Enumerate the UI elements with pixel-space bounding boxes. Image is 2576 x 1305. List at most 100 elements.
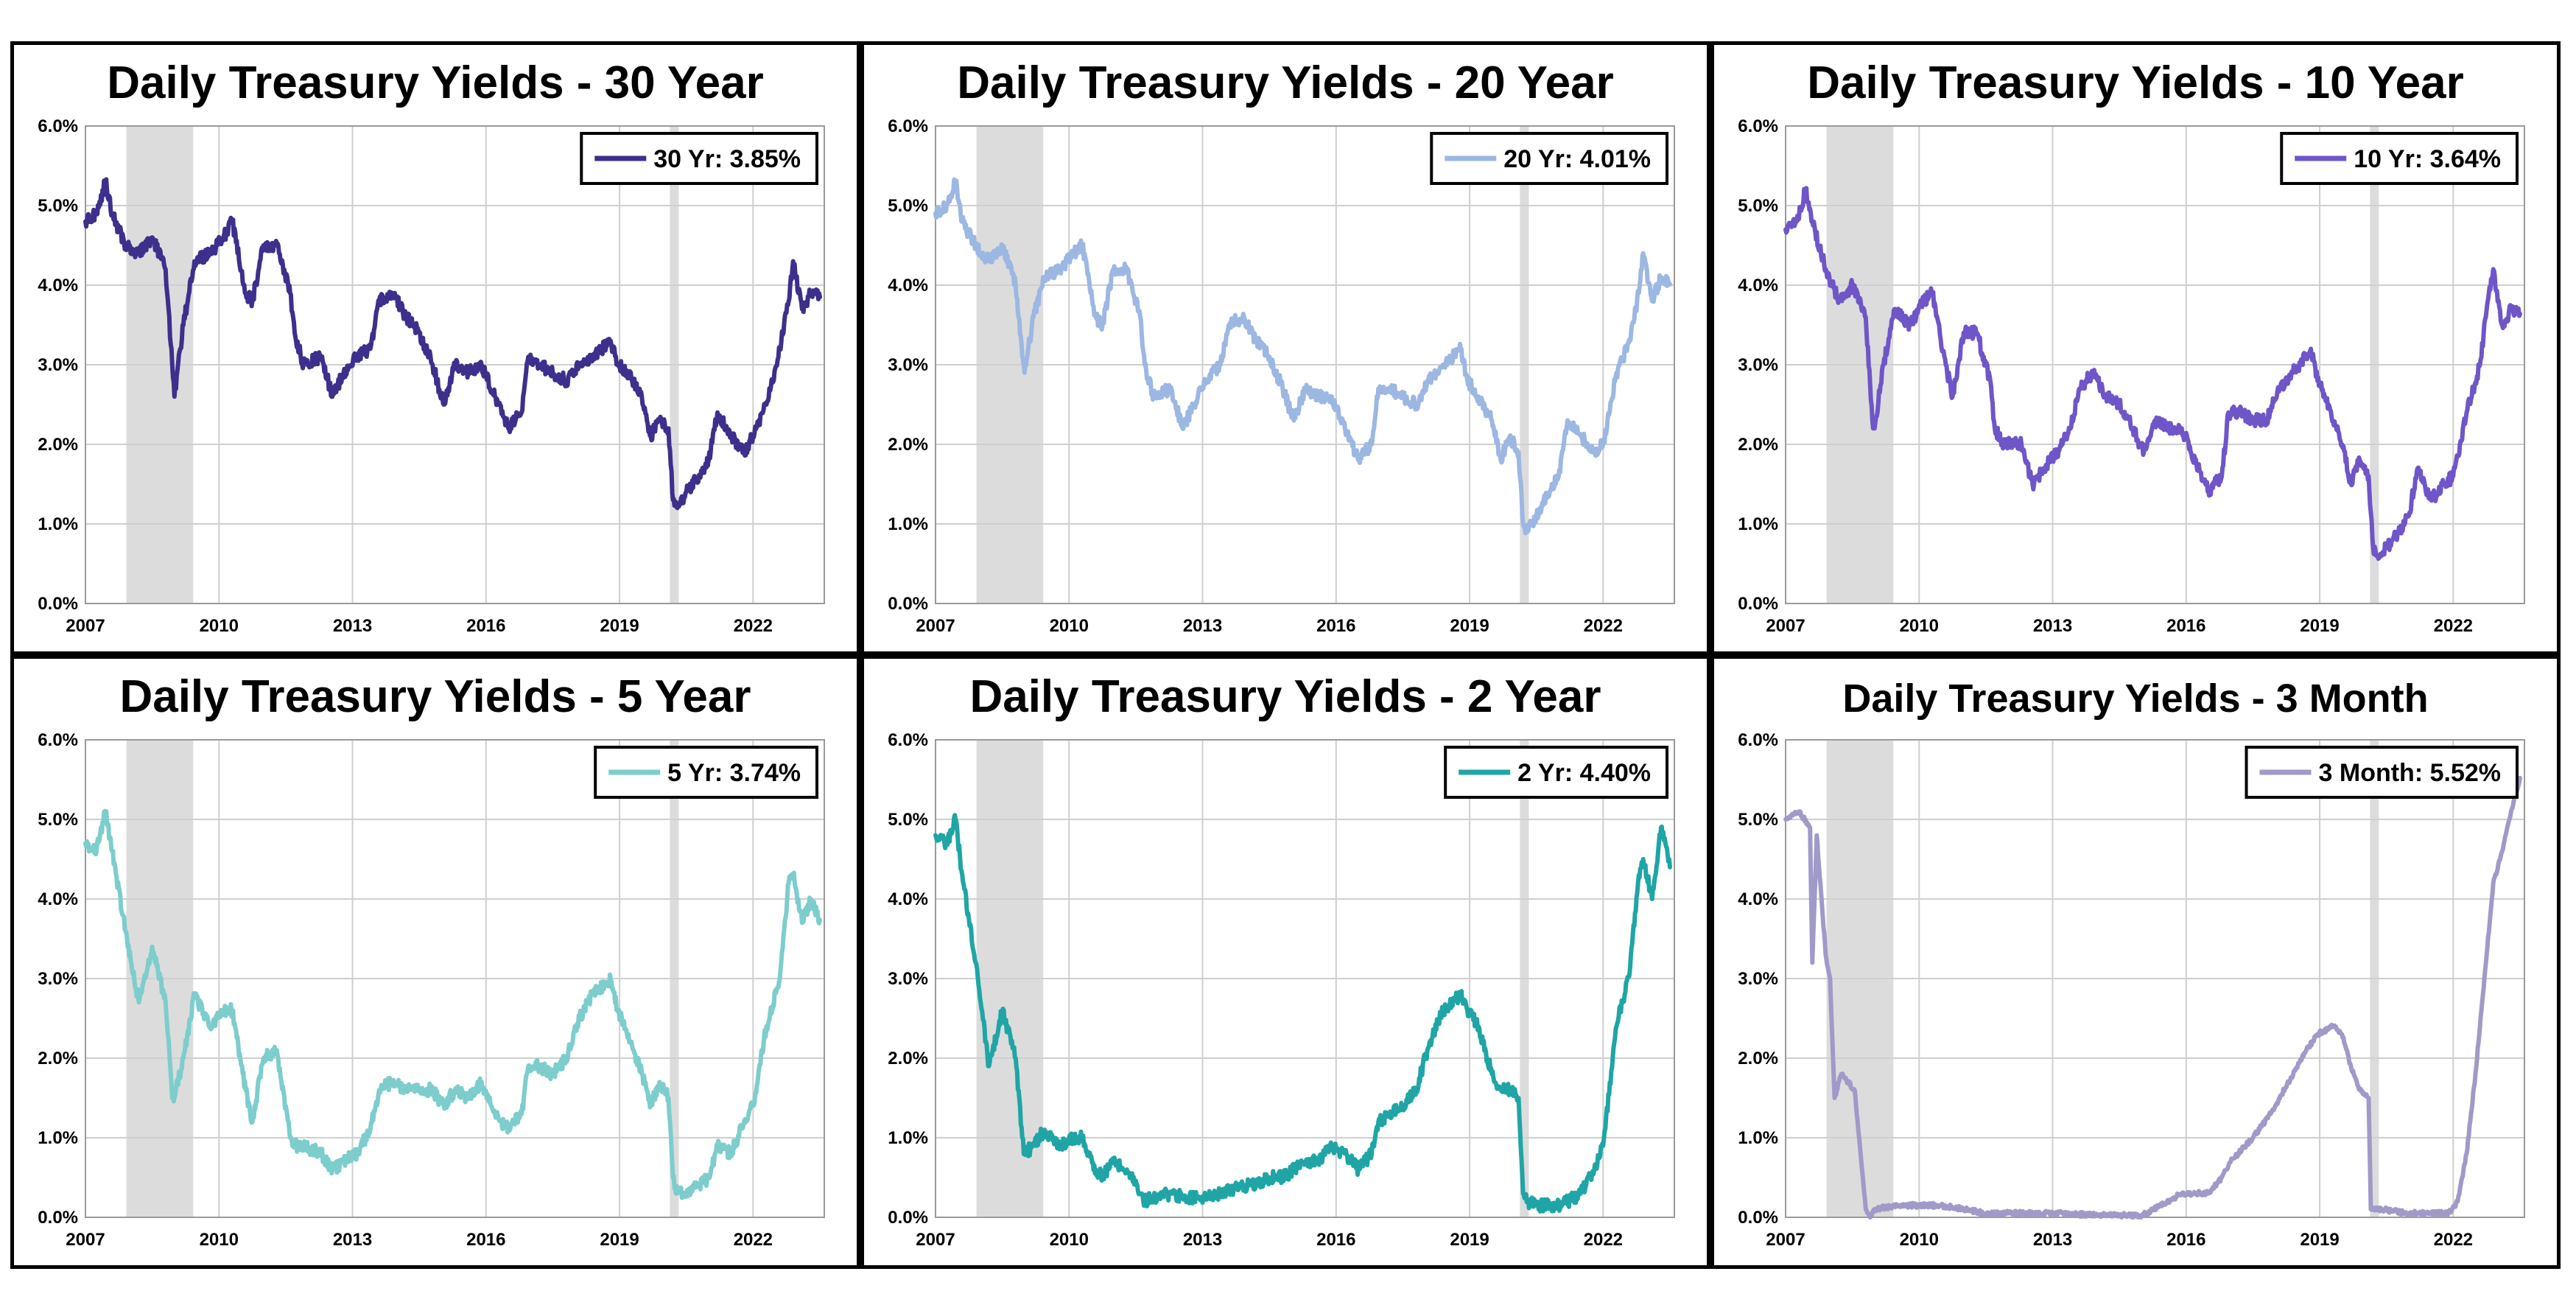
plot-area-frame [1785, 739, 2525, 1218]
y-tick-label: 4.0% [38, 889, 78, 909]
x-tick-label: 2022 [2434, 1230, 2473, 1250]
x-tick-label: 2019 [1450, 1230, 1489, 1250]
chart-title: Daily Treasury Yields - 30 Year [107, 57, 764, 108]
y-tick-label: 4.0% [1738, 276, 1778, 295]
y-tick-label: 3.0% [888, 969, 928, 989]
y-tick-label: 2.0% [38, 435, 78, 455]
plot-area-frame [1785, 125, 2525, 604]
y-tick-label: 0.0% [888, 594, 928, 614]
chart-title: Daily Treasury Yields - 10 Year [1807, 57, 2464, 108]
y-tick-label: 1.0% [1738, 514, 1778, 534]
y-tick-label: 6.0% [888, 116, 928, 136]
y-tick-label: 3.0% [888, 355, 928, 375]
legend: 5 Yr: 3.74% [594, 746, 818, 799]
legend: 30 Yr: 3.85% [580, 132, 818, 185]
y-tick-label: 6.0% [1738, 116, 1778, 136]
y-tick-label: 1.0% [888, 1128, 928, 1148]
x-tick-label: 2016 [1316, 1230, 1355, 1250]
x-tick-label: 2019 [600, 616, 639, 636]
x-tick-label: 2007 [916, 1230, 955, 1250]
chart-2-year: Daily Treasury Yields - 2 Year 0.0% 1.0% 2.… [888, 671, 1675, 1250]
plot-area-frame [85, 739, 825, 1218]
chart-panel-10-year: Daily Treasury Yields - 10 Year 0.0% 1.0% 2… [1710, 41, 2561, 655]
y-tick-label: 4.0% [888, 276, 928, 295]
x-tick-label: 2022 [1584, 616, 1623, 636]
y-tick-label: 5.0% [38, 196, 78, 216]
legend-label: 30 Yr: 3.85% [653, 145, 801, 173]
x-tick-label: 2010 [200, 1230, 239, 1250]
x-tick-label: 2010 [1050, 1230, 1089, 1250]
y-tick-label: 0.0% [888, 1208, 928, 1228]
chart-3-month: Daily Treasury Yields - 3 Month 0.0% 1.0% 2… [1738, 676, 2525, 1250]
series-line-20-yr [933, 177, 1672, 536]
x-tick-label: 2019 [2300, 1230, 2339, 1250]
y-tick-label: 2.0% [888, 435, 928, 455]
y-tick-label: 1.0% [888, 514, 928, 534]
y-tick-label: 4.0% [888, 889, 928, 909]
chart-30-year: Daily Treasury Yields - 30 Year 0.0% 1.0% 2… [38, 57, 825, 636]
legend: 3 Month: 5.52% [2245, 746, 2519, 799]
plot-area-frame [85, 125, 825, 604]
legend: 2 Yr: 4.40% [1444, 746, 1668, 799]
x-tick-label: 2019 [2300, 616, 2339, 636]
y-tick-label: 0.0% [1738, 594, 1778, 614]
chart-5-year: Daily Treasury Yields - 5 Year 0.0% 1.0% 2.… [38, 671, 825, 1250]
plot-area-frame [935, 739, 1675, 1218]
x-tick-label: 2013 [2033, 1230, 2072, 1250]
chart-10-year: Daily Treasury Yields - 10 Year 0.0% 1.0% 2… [1738, 57, 2525, 636]
x-tick-label: 2022 [734, 1230, 773, 1250]
legend-label: 2 Yr: 4.40% [1517, 759, 1651, 787]
y-tick-label: 5.0% [888, 196, 928, 216]
x-tick-label: 2007 [1766, 1230, 1805, 1250]
y-tick-label: 3.0% [38, 355, 78, 375]
y-tick-label: 1.0% [1738, 1128, 1778, 1148]
chart-20-year: Daily Treasury Yields - 20 Year 0.0% 1.0% 2… [888, 57, 1675, 636]
x-tick-label: 2007 [916, 616, 955, 636]
y-tick-label: 1.0% [38, 1128, 78, 1148]
x-tick-label: 2010 [1050, 616, 1089, 636]
y-tick-label: 5.0% [888, 810, 928, 830]
x-tick-label: 2010 [1900, 1230, 1939, 1250]
legend-label: 3 Month: 5.52% [2319, 759, 2501, 787]
x-tick-label: 2016 [2166, 1230, 2205, 1250]
chart-panel-2-year: Daily Treasury Yields - 2 Year 0.0% 1.0% 2.… [860, 655, 1710, 1269]
x-tick-label: 2010 [1900, 616, 1939, 636]
chart-grid: Daily Treasury Yields - 30 Year 0.0% 1.0% 2… [10, 41, 2561, 1270]
y-tick-label: 6.0% [38, 730, 78, 750]
y-tick-label: 6.0% [38, 116, 78, 136]
y-tick-label: 2.0% [1738, 1049, 1778, 1068]
chart-panel-20-year: Daily Treasury Yields - 20 Year 0.0% 1.0% 2… [860, 41, 1710, 655]
y-tick-label: 5.0% [1738, 196, 1778, 216]
y-tick-label: 1.0% [38, 514, 78, 534]
chart-title: Daily Treasury Yields - 20 Year [957, 57, 1614, 108]
x-tick-label: 2016 [466, 1230, 505, 1250]
series-line-30-yr [83, 177, 822, 511]
y-tick-label: 3.0% [38, 969, 78, 989]
plot-area-frame [935, 125, 1675, 604]
x-tick-label: 2013 [1183, 1230, 1222, 1250]
x-tick-label: 2016 [1316, 616, 1355, 636]
x-tick-label: 2007 [1766, 616, 1805, 636]
y-tick-label: 2.0% [1738, 435, 1778, 455]
y-tick-label: 2.0% [38, 1049, 78, 1068]
x-tick-label: 2022 [1584, 1230, 1623, 1250]
y-tick-label: 3.0% [1738, 355, 1778, 375]
x-tick-label: 2022 [2434, 616, 2473, 636]
x-tick-label: 2022 [734, 616, 773, 636]
y-tick-label: 4.0% [1738, 889, 1778, 909]
chart-title: Daily Treasury Yields - 3 Month [1842, 676, 2428, 721]
legend-box [594, 746, 818, 799]
y-tick-label: 2.0% [888, 1049, 928, 1068]
y-tick-label: 4.0% [38, 276, 78, 295]
chart-panel-5-year: Daily Treasury Yields - 5 Year 0.0% 1.0% 2.… [10, 655, 860, 1269]
chart-panel-3-month: Daily Treasury Yields - 3 Month 0.0% 1.0% 2… [1710, 655, 2561, 1269]
x-tick-label: 2019 [1450, 616, 1489, 636]
y-tick-label: 0.0% [38, 594, 78, 614]
chart-title: Daily Treasury Yields - 5 Year [119, 671, 751, 722]
x-tick-label: 2013 [333, 1230, 372, 1250]
y-tick-label: 0.0% [1738, 1208, 1778, 1228]
series-line-3-month [1783, 775, 2522, 1220]
series-line-5-yr [83, 808, 822, 1200]
chart-panel-30-year: Daily Treasury Yields - 30 Year 0.0% 1.0% 2… [10, 41, 860, 655]
y-tick-label: 0.0% [38, 1208, 78, 1228]
